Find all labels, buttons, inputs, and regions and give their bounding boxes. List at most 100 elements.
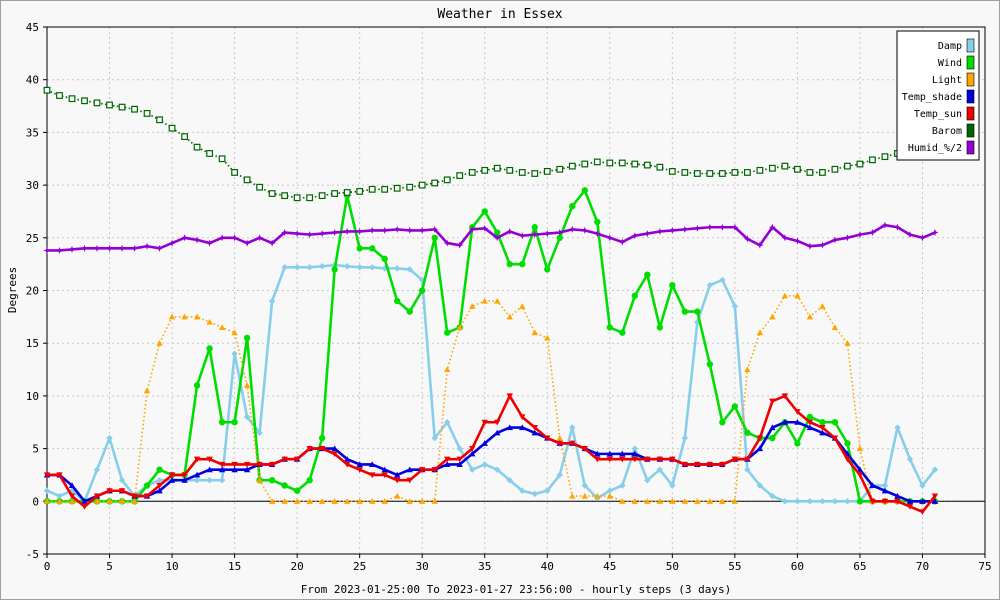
humid-2-point [156,244,164,252]
humid-2-point [281,229,289,237]
humid-2-point [43,246,51,254]
temp-sun-point [519,414,526,421]
humid-2-point [406,226,414,234]
temp-shade-point [343,455,351,462]
temp-shade-point [869,482,876,489]
damp-point [756,482,764,489]
humid-2-point [181,234,189,242]
damp-point [731,303,739,310]
light-point [481,297,488,304]
barom-point [231,169,239,176]
barom-point [368,185,376,193]
y-tick-label: 10 [26,390,39,403]
barom-point [481,166,489,174]
y-tick-label: 30 [26,179,39,192]
wind-point [406,308,413,315]
humid-2-point [756,241,764,249]
humid-2-point [343,227,351,235]
temp-sun-point [631,456,639,463]
x-tick-label: 70 [916,560,929,573]
damp-point [781,498,789,505]
damp-point [431,434,438,442]
damp-point [318,263,326,270]
wind-point [594,218,601,226]
barom-point [181,133,188,141]
x-tick-label: 5 [106,560,113,573]
light-point [831,324,839,330]
wind-point [143,482,151,489]
humid-2-point [468,225,476,233]
temp-shade-point [356,461,363,467]
wind-point [393,297,401,305]
x-tick-label: 60 [791,560,804,573]
y-tick-label: 25 [26,232,39,245]
wind-point [731,403,739,410]
barom-point [143,110,151,117]
damp-point [293,264,301,271]
light-point [143,387,151,394]
light-point [419,498,426,504]
light-point [506,313,513,320]
y-tick-label: 20 [26,285,39,298]
humid-2-point [818,241,826,249]
barom-point [131,105,138,113]
temp-sun-point [293,456,301,463]
humid-2-point [593,230,601,238]
wind-point [506,260,513,268]
barom-point [393,184,401,192]
barom-point [881,153,889,161]
barom-point [743,169,751,176]
wind-point [281,482,288,489]
damp-point [606,487,613,494]
wind-point [694,308,701,315]
humid-2-point [556,229,564,237]
humid-2-point [706,223,714,231]
x-tick-label: 15 [228,560,241,573]
temp-sun-point [581,446,588,452]
barom-point [281,192,289,200]
barom-point [168,124,176,132]
humid-2-point [193,236,201,244]
humid-2-point [118,244,126,252]
legend-swatch [966,55,975,70]
temp-sun-point [844,456,851,463]
humid-2-point [243,239,251,247]
wind-point [431,234,438,241]
light-point [431,498,438,504]
humid-2-point [506,227,514,235]
barom-point [631,160,639,168]
wind-point [331,266,338,273]
humid-2-point [581,226,589,234]
barom-point [819,169,826,176]
humid-2-point [931,229,939,237]
humid-2-point [856,231,864,239]
barom-point [218,155,226,163]
wind-point [368,245,376,252]
damp-point [744,466,751,473]
barom-point [531,170,539,177]
humid-2-point [881,221,889,229]
damp-point [819,498,826,505]
wind-point [769,434,776,442]
y-tick-label: 40 [26,74,39,87]
barom-point [556,165,564,173]
temp-sun-point [731,456,739,463]
temp-sun-point [694,461,701,468]
wind-point [494,229,501,236]
damp-point [43,487,51,494]
humid-2-point [306,231,314,239]
temp-shade-point [769,424,776,431]
light-point [118,498,126,504]
damp-point [368,264,376,271]
wind-point [156,466,163,473]
damp-point [231,350,238,357]
humid-2-point [656,227,664,235]
damp-point [806,498,814,505]
damp-point [531,490,538,498]
temp-shade-point [519,424,526,431]
temp-sun-point [906,504,914,510]
humid-2-point [631,232,639,240]
x-tick-label: 50 [666,560,679,573]
temp-shade-point [469,450,476,457]
